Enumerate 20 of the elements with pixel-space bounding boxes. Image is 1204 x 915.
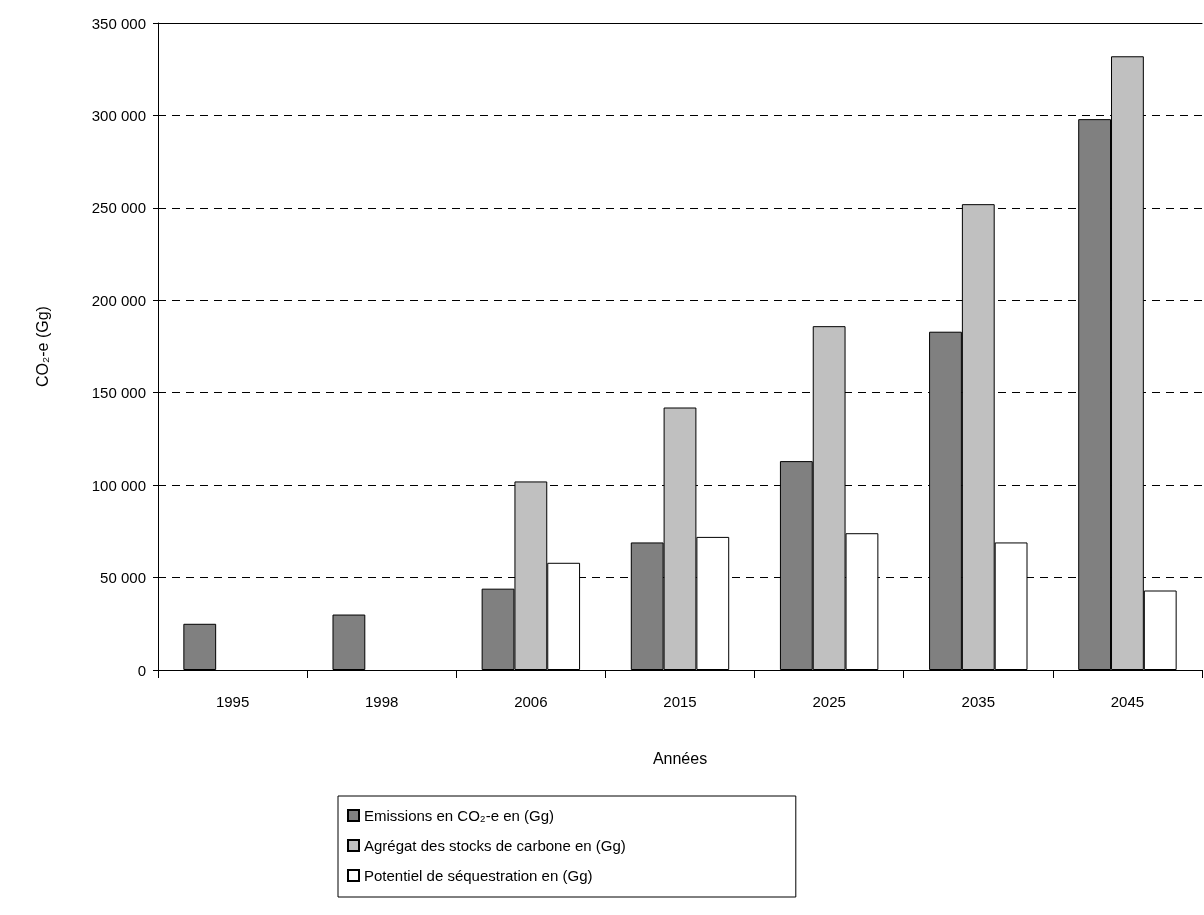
x-tick-label: 2035 xyxy=(961,693,995,710)
y-tick-label: 0 xyxy=(137,661,146,679)
x-tick-label: 2045 xyxy=(1110,693,1145,710)
x-axis-title: Années xyxy=(652,749,708,767)
y-tick-label: 200 000 xyxy=(91,291,146,309)
x-tick-label: 2006 xyxy=(514,693,548,710)
x-tick-label: 1998 xyxy=(365,693,399,710)
y-tick-label: 150 000 xyxy=(91,384,146,402)
y-tick-label: 100 000 xyxy=(91,476,146,494)
y-axis-title: CO₂-e (Gg) xyxy=(33,306,51,387)
y-tick-label: 350 000 xyxy=(91,14,146,32)
y-tick-label: 250 000 xyxy=(91,199,146,217)
y-tick-label: 300 000 xyxy=(91,106,146,124)
legend-label: Potentiel de séquestration en (Gg) xyxy=(364,867,593,884)
y-tick-label: 50 000 xyxy=(100,569,146,587)
x-tick-label: 2025 xyxy=(812,693,846,710)
legend-label: Agrégat des stocks de carbone en (Gg) xyxy=(364,837,626,854)
legend-label: Emissions en CO₂-e en (Gg) xyxy=(364,807,555,824)
x-tick-label: 1995 xyxy=(215,693,250,710)
x-tick-label: 2015 xyxy=(663,693,697,710)
